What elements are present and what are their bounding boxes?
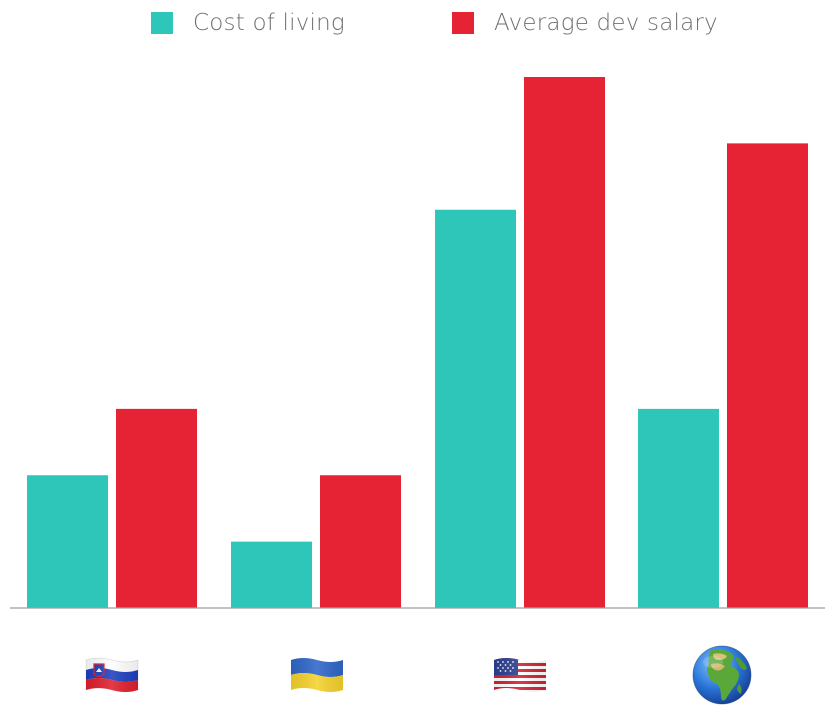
ukraine-flag-icon <box>282 645 352 705</box>
bar-average-dev-salary-world <box>727 143 808 608</box>
bar-cost-of-living-ukraine <box>231 541 312 608</box>
legend-swatch-average-dev-salary <box>452 12 474 34</box>
legend-item-average-dev-salary: Average dev salary <box>452 6 718 40</box>
legend-swatch-cost-of-living <box>151 12 173 34</box>
legend-item-cost-of-living: Cost of living <box>151 6 345 40</box>
bar-cost-of-living-usa <box>435 209 516 608</box>
legend: Cost of living Average dev salary <box>0 6 835 40</box>
legend-label-cost-of-living: Cost of living <box>193 10 345 36</box>
bar-average-dev-salary-ukraine <box>320 475 401 608</box>
legend-label-average-dev-salary: Average dev salary <box>494 10 718 36</box>
bar-cost-of-living-slovenia <box>27 475 108 608</box>
slovenia-flag-icon <box>77 645 147 705</box>
globe-icon <box>687 645 757 705</box>
bar-average-dev-salary-usa <box>524 77 605 608</box>
bar-cost-of-living-world <box>638 408 719 608</box>
usa-flag-icon <box>485 645 555 705</box>
bar-average-dev-salary-slovenia <box>116 408 197 608</box>
bars-group <box>27 77 808 608</box>
